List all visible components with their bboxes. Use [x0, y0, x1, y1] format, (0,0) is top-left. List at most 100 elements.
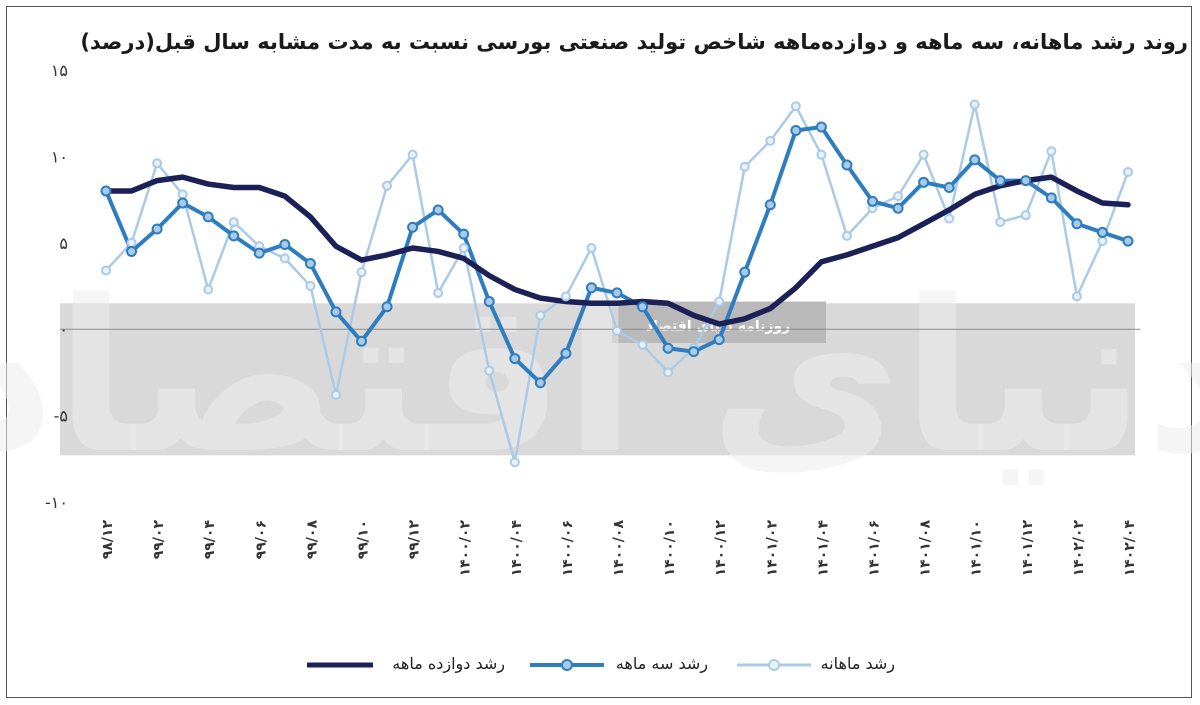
- point-3-month: [381, 301, 393, 313]
- point-3-month: [841, 159, 853, 171]
- point-3-month: [483, 296, 495, 308]
- y-tick-label: ۵: [59, 234, 68, 253]
- x-tick-label: ۱۴۰۰/۱۲: [713, 520, 729, 577]
- point-3-month: [662, 342, 674, 354]
- point-3-month: [228, 230, 240, 242]
- point-monthly: [228, 217, 239, 228]
- point-3-month: [202, 211, 214, 223]
- x-tick-label: ۱۴۰۱/۰۲: [764, 520, 780, 577]
- point-3-month: [943, 182, 955, 194]
- point-monthly: [535, 310, 546, 321]
- legend-item-3-month: رشد سه ماهه: [528, 650, 708, 680]
- y-tick-label: -۱۰: [45, 493, 68, 512]
- x-tick-label: ۹۹/۱۰: [356, 520, 372, 559]
- point-3-month: [867, 195, 878, 207]
- point-monthly: [612, 325, 622, 336]
- x-tick-label: ۱۴۰۱/۰۸: [918, 520, 934, 577]
- point-monthly: [586, 242, 597, 253]
- point-monthly: [816, 149, 827, 160]
- watermark-brand: دنیای اقتصاد: [0, 255, 1200, 500]
- point-monthly: [1071, 291, 1082, 302]
- point-3-month: [356, 335, 367, 347]
- point-monthly: [918, 149, 929, 160]
- point-3-month: [892, 202, 904, 214]
- point-3-month: [611, 287, 623, 299]
- x-tick-label: ۹۹/۰۶: [253, 520, 269, 559]
- watermark-label: روزنامه دنیای اقتصاد: [646, 319, 790, 335]
- x-tick-label: ۹۹/۰۴: [202, 520, 218, 560]
- point-3-month: [815, 121, 827, 133]
- point-3-month: [560, 347, 572, 359]
- point-monthly: [969, 99, 980, 110]
- point-3-month: [1122, 235, 1134, 247]
- point-3-month: [764, 199, 776, 211]
- point-3-month: [1071, 218, 1083, 230]
- point-3-month: [177, 197, 189, 209]
- point-monthly: [152, 158, 163, 169]
- point-monthly: [330, 389, 341, 400]
- x-tick-label: ۱۴۰۲/۰۴: [1122, 520, 1138, 577]
- point-monthly: [305, 281, 316, 291]
- point-monthly: [433, 287, 444, 298]
- point-3-month: [637, 301, 649, 313]
- x-tick-label: ۱۴۰۰/۰۸: [611, 520, 627, 577]
- point-3-month: [790, 124, 802, 136]
- point-3-month: [330, 306, 342, 318]
- point-monthly: [203, 284, 214, 295]
- x-tick-label: ۱۴۰۱/۱۰: [969, 520, 985, 576]
- chart-frame: [6, 6, 1192, 698]
- point-3-month: [739, 266, 751, 278]
- watermark-band: [60, 303, 1135, 456]
- point-3-month: [534, 377, 546, 389]
- x-tick-label: ۱۴۰۲/۰۲: [1071, 520, 1087, 577]
- point-monthly: [1123, 166, 1133, 177]
- point-monthly: [790, 101, 801, 112]
- point-monthly: [126, 237, 137, 248]
- point-3-month: [151, 223, 163, 235]
- point-3-month: [918, 176, 930, 188]
- point-3-month: [713, 334, 725, 346]
- point-monthly: [995, 217, 1006, 228]
- x-tick-label: ۱۴۰۰/۰۲: [458, 520, 474, 577]
- x-tick-label: ۹۹/۰۲: [151, 520, 167, 560]
- point-monthly: [637, 339, 648, 350]
- y-tick-label: ۱۰: [51, 147, 68, 166]
- point-monthly: [841, 230, 852, 241]
- point-3-month: [969, 154, 981, 166]
- point-3-month: [126, 245, 138, 257]
- point-3-month: [407, 221, 419, 233]
- point-3-month: [1045, 192, 1057, 204]
- y-tick-label: -۵: [54, 407, 68, 426]
- point-monthly: [509, 457, 520, 468]
- point-3-month: [432, 204, 444, 216]
- y-tick-label: ۱۵: [51, 61, 68, 80]
- legend-label: رشد ماهانه: [820, 654, 895, 673]
- chart-legend: رشد دوازده ماهه رشد سه ماهه رشد ماهانه: [0, 650, 1200, 680]
- point-monthly: [765, 135, 776, 146]
- legend-item-monthly: رشد ماهانه: [735, 650, 895, 680]
- point-monthly: [739, 161, 750, 172]
- x-tick-label: ۹۹/۱۲: [407, 520, 423, 560]
- point-3-month: [1096, 226, 1108, 238]
- point-monthly: [407, 149, 418, 160]
- point-monthly: [356, 267, 367, 278]
- point-monthly: [382, 180, 393, 191]
- x-tick-label: ۱۴۰۱/۱۲: [1020, 520, 1036, 577]
- legend-label: رشد دوازده ماهه: [392, 654, 505, 673]
- x-tick-label: ۹۹/۰۸: [304, 520, 320, 560]
- x-tick-label: ۱۴۰۰/۰۶: [560, 520, 576, 576]
- legend-label: رشد سه ماهه: [615, 654, 708, 673]
- point-monthly: [1020, 210, 1031, 221]
- point-3-month: [304, 258, 316, 270]
- point-3-month: [688, 346, 700, 358]
- point-3-month: [1020, 175, 1032, 187]
- chart-title: روند رشد ماهانه، سه ماهه و دوازده‌ماهه ش…: [80, 30, 1188, 54]
- point-monthly: [1046, 146, 1057, 157]
- point-monthly: [893, 191, 904, 202]
- series-line-12-month: [103, 174, 1131, 327]
- point-monthly: [279, 253, 290, 264]
- x-tick-label: ۱۴۰۰/۰۴: [509, 520, 525, 577]
- point-3-month: [585, 282, 597, 294]
